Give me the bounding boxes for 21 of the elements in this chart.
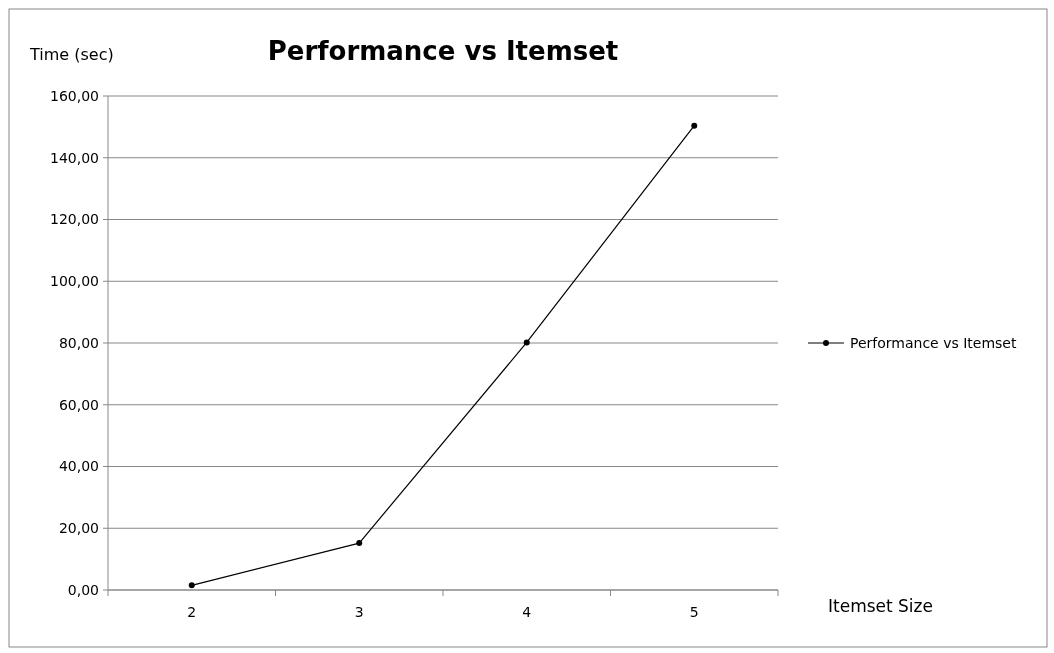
y-tick-label: 140,00 bbox=[50, 149, 99, 166]
y-axis-title: Time (sec) bbox=[29, 45, 114, 64]
point bbox=[523, 339, 530, 346]
x-tick-label: 4 bbox=[522, 604, 532, 620]
x-axis-title: Itemset Size bbox=[828, 596, 933, 616]
x-tick-label: 5 bbox=[689, 604, 699, 620]
x-tick-label: 3 bbox=[354, 604, 364, 620]
chart-title: Performance vs Itemset bbox=[267, 36, 619, 66]
x-tick-label: 2 bbox=[187, 604, 197, 620]
y-tick-label: 100,00 bbox=[50, 273, 99, 290]
point bbox=[356, 540, 363, 547]
y-tick-label: 60,00 bbox=[58, 396, 99, 413]
y-tick-label: 40,00 bbox=[58, 458, 99, 475]
y-tick-label: 20,00 bbox=[58, 520, 99, 537]
point bbox=[188, 582, 195, 589]
y-tick-label: 0,00 bbox=[67, 581, 99, 598]
y-tick-label: 80,00 bbox=[58, 334, 99, 351]
y-tick-label: 160,00 bbox=[50, 87, 99, 104]
legend-label: Performance vs Itemset bbox=[850, 334, 1017, 351]
point bbox=[691, 122, 698, 129]
y-tick-label: 120,00 bbox=[50, 211, 99, 228]
